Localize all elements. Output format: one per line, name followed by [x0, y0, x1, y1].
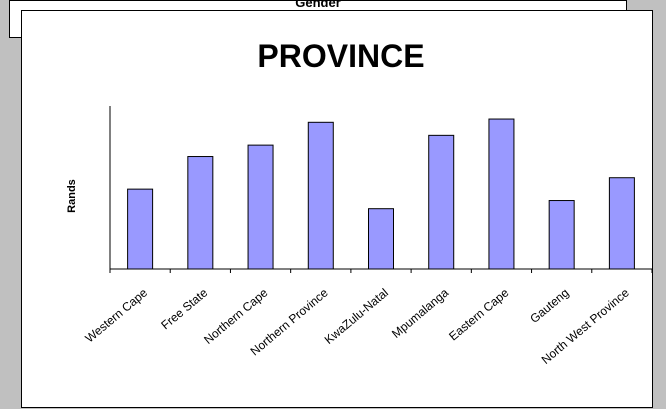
- bar-northern-cape: [247, 144, 274, 270]
- province-bar-chart: PROVINCE Rands Western Cape Free StateNor…: [66, 38, 653, 367]
- bar-mpumalanga: [428, 134, 455, 270]
- bar-kwazulu-natal: [368, 208, 394, 270]
- bar-northern-province: [307, 121, 334, 270]
- bar-north-west-province: [608, 177, 635, 270]
- bar-western-cape: [127, 188, 154, 270]
- y-axis-label: Rands: [66, 179, 78, 213]
- bar-gauteng: [548, 200, 575, 270]
- bar-series: [127, 118, 635, 270]
- chart-frame[interactable]: PROVINCE Rands Western Cape Free State Nor…: [21, 10, 653, 408]
- chart-title: PROVINCE: [257, 38, 424, 74]
- x-tick-label: Gauteng: [527, 286, 571, 326]
- x-tick-label: Mpumalanga: [389, 285, 451, 341]
- background-chart-title: Gender: [295, 0, 341, 10]
- bar-free-state: [187, 156, 214, 270]
- x-tick-label: Eastern Cape: [446, 285, 511, 343]
- bar-eastern-cape: [488, 118, 515, 270]
- axes: [109, 106, 653, 273]
- x-tick-label: Western Cape: [82, 285, 150, 345]
- x-tick-label: KwaZulu-Natal: [322, 286, 391, 347]
- x-tick-label: Free State: [158, 285, 210, 332]
